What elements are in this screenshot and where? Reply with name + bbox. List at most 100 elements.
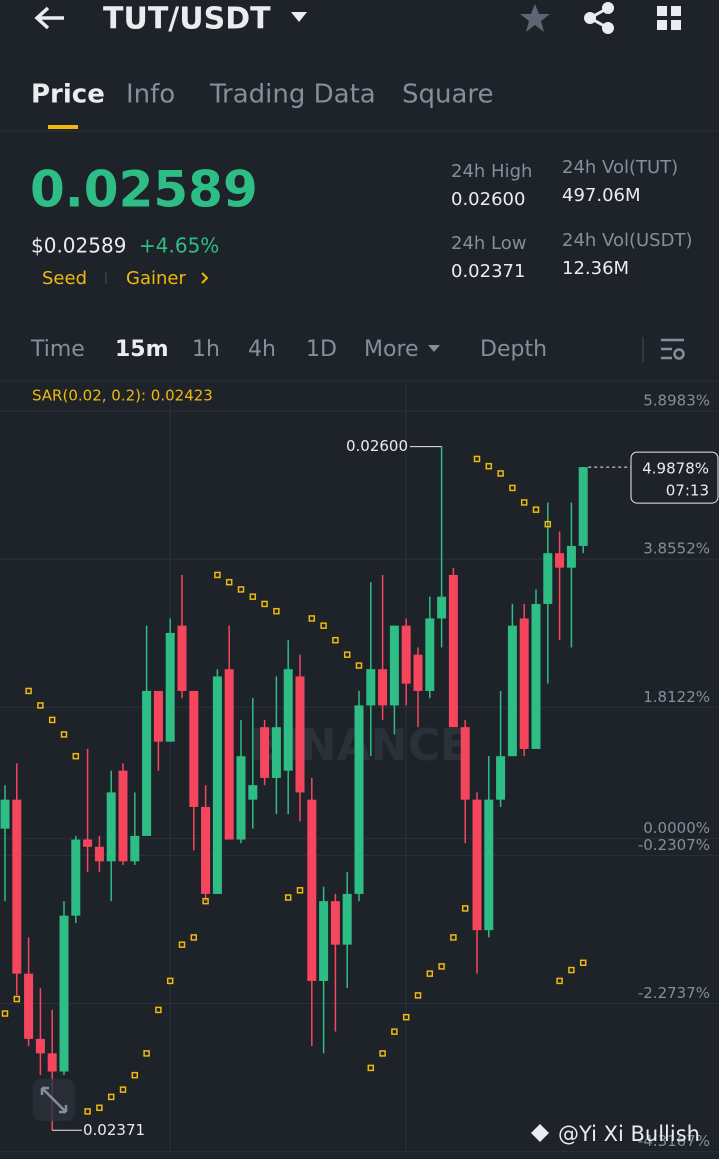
last-price-label: 4.9878% bbox=[642, 460, 709, 478]
more-caret[interactable] bbox=[428, 345, 440, 352]
sar-dot bbox=[556, 977, 563, 985]
sar-dot bbox=[391, 1028, 398, 1035]
candle-body bbox=[354, 705, 364, 894]
candle-body bbox=[330, 901, 340, 945]
footer-watermark: @Yi Xi Bullish bbox=[558, 1122, 700, 1146]
candle-body bbox=[425, 618, 435, 691]
tab[interactable]: Info bbox=[126, 80, 175, 110]
tag[interactable]: Seed bbox=[42, 268, 87, 289]
candle-body bbox=[236, 756, 246, 840]
usd-price: $0.02589 bbox=[31, 234, 126, 258]
candle-body bbox=[271, 727, 281, 778]
stat-label: 24h Vol(TUT) bbox=[562, 157, 678, 178]
sar-dot bbox=[37, 702, 44, 709]
candle-body bbox=[47, 1053, 57, 1072]
stat-value: 0.02600 bbox=[451, 189, 525, 210]
fullscreen-button[interactable] bbox=[33, 1079, 75, 1121]
sar-dot bbox=[296, 887, 304, 894]
candle-body bbox=[153, 690, 163, 742]
tab[interactable]: Square bbox=[402, 80, 494, 110]
candle-body bbox=[260, 727, 270, 778]
candle-body bbox=[24, 973, 34, 1039]
candle-body bbox=[307, 799, 317, 981]
stat-label: 24h Vol(USDT) bbox=[562, 230, 692, 251]
back-button[interactable] bbox=[34, 6, 64, 30]
sar-dot bbox=[261, 600, 268, 608]
chart-settings-icon[interactable] bbox=[661, 338, 685, 360]
candle-body bbox=[389, 625, 399, 706]
y-tick-label: -4.3167% bbox=[638, 1132, 710, 1150]
share-icon[interactable] bbox=[584, 2, 614, 34]
sar-dot bbox=[225, 578, 233, 586]
pair-dropdown[interactable] bbox=[291, 12, 307, 22]
sar-dot bbox=[320, 622, 327, 629]
sar-dot bbox=[461, 905, 469, 912]
grid-icon[interactable] bbox=[657, 6, 681, 30]
sar-dot bbox=[520, 499, 528, 506]
y-tick-label: -2.2737% bbox=[638, 984, 710, 1002]
sar-dot bbox=[367, 1064, 375, 1072]
tab[interactable]: Trading Data bbox=[209, 80, 376, 110]
sar-dot bbox=[143, 1050, 150, 1057]
favorite-icon[interactable] bbox=[520, 4, 550, 32]
sar-dot bbox=[84, 1108, 91, 1115]
interval[interactable]: Depth bbox=[480, 337, 547, 362]
sar-dot bbox=[355, 662, 363, 669]
candle-body bbox=[0, 799, 10, 829]
candle-body bbox=[496, 756, 506, 800]
candle-body bbox=[484, 799, 494, 931]
stat-value: 497.06M bbox=[562, 185, 641, 206]
candle-body bbox=[555, 553, 565, 568]
sar-dot bbox=[450, 934, 457, 941]
sar-dot bbox=[202, 897, 209, 905]
sar-dot bbox=[237, 586, 245, 593]
candle-body bbox=[189, 690, 199, 807]
sar-dot bbox=[402, 1013, 410, 1021]
sar-dot bbox=[155, 1006, 162, 1014]
candle-body bbox=[543, 553, 553, 604]
sar-dot bbox=[509, 484, 516, 492]
stat-label: 24h Low bbox=[451, 233, 526, 254]
candle-body bbox=[437, 596, 447, 619]
sar-dot bbox=[485, 462, 493, 470]
sar-dot bbox=[579, 959, 587, 967]
tag-arrow bbox=[201, 272, 209, 284]
sar-dot bbox=[131, 1071, 139, 1079]
sar-dot bbox=[414, 992, 422, 999]
sar-dot bbox=[60, 731, 68, 738]
candle-body bbox=[165, 632, 175, 742]
interval[interactable]: 1h bbox=[192, 337, 220, 362]
tag[interactable]: Gainer bbox=[126, 268, 186, 289]
interval[interactable]: 15m bbox=[115, 337, 169, 362]
stat-value: 12.36M bbox=[562, 258, 629, 279]
change: +4.65% bbox=[139, 234, 219, 258]
tab[interactable]: Price bbox=[31, 80, 105, 110]
candle-body bbox=[118, 770, 128, 862]
interval[interactable]: 4h bbox=[248, 337, 276, 362]
y-tick-label: 0.0000% bbox=[643, 819, 710, 837]
stat-value: 0.02371 bbox=[451, 261, 525, 282]
candle-body bbox=[94, 846, 104, 862]
sar-dot bbox=[178, 941, 186, 948]
interval[interactable]: More bbox=[364, 337, 419, 362]
pair-title[interactable]: TUT/USDT bbox=[103, 2, 271, 37]
sar-dot bbox=[497, 470, 504, 477]
sar-dot bbox=[544, 520, 552, 528]
interval[interactable]: Time bbox=[30, 337, 85, 362]
sar-dot bbox=[532, 506, 540, 513]
sar-dot bbox=[48, 716, 56, 724]
sar-dot bbox=[426, 970, 434, 977]
indicator-label: SAR(0.02, 0.2): 0.02423 bbox=[32, 387, 213, 405]
sar-dot bbox=[473, 455, 481, 463]
interval[interactable]: 1D bbox=[306, 337, 337, 362]
candle-body bbox=[342, 893, 352, 945]
candle-body bbox=[319, 901, 329, 981]
candle-body bbox=[201, 806, 211, 894]
stat-label: 24h High bbox=[451, 161, 532, 182]
candle-body bbox=[59, 915, 69, 1072]
candle-body bbox=[35, 1038, 45, 1054]
high-label: 0.02600 bbox=[346, 437, 408, 455]
